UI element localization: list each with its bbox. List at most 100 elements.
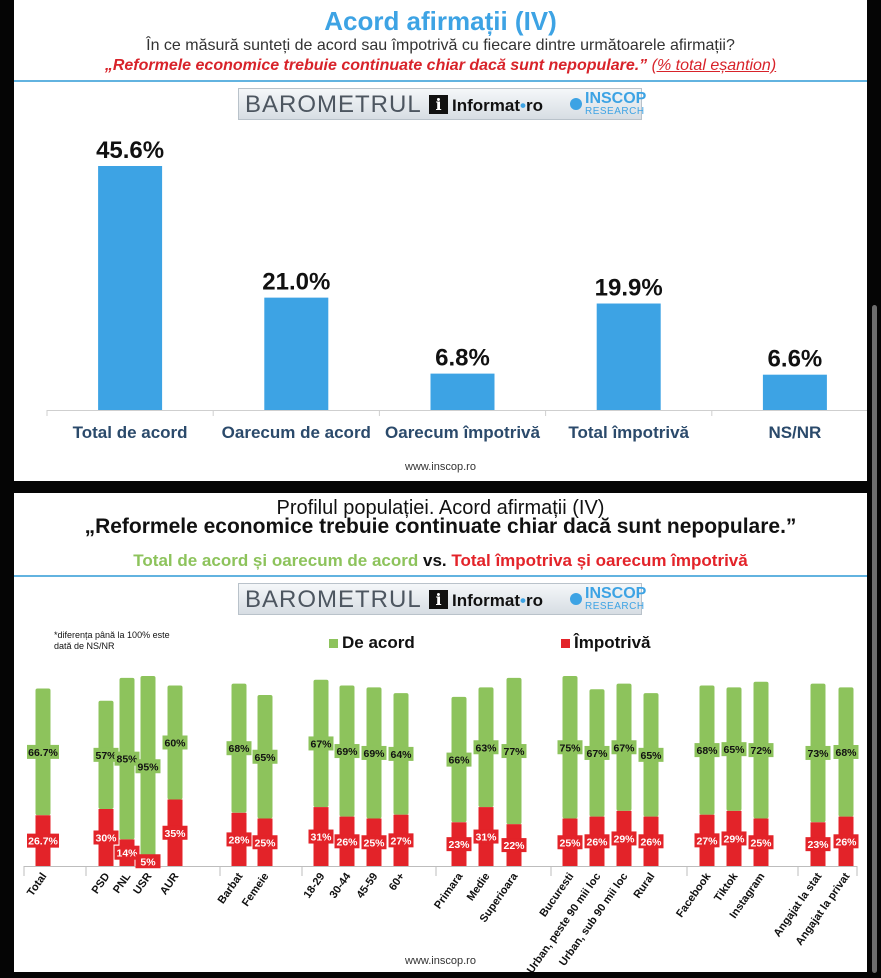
footer-url: www.inscop.ro	[405, 955, 476, 967]
agree-label-7-0: 73%	[807, 748, 829, 760]
against-label-3-1-bg	[334, 834, 360, 849]
bar-value-label-0: 45.6%	[96, 137, 164, 164]
against-label-3-2: 25%	[363, 837, 385, 849]
category-label-6-1: Tiktok	[712, 870, 741, 904]
agree-label-5-3: 65%	[640, 750, 662, 762]
agree-label-4-2: 77%	[503, 746, 525, 758]
comparison-agree: Total de acord și oarecum de acord	[133, 551, 419, 570]
agree-label-3-3-bg	[388, 746, 414, 761]
agree-label-5-1-bg	[584, 745, 610, 760]
informat-wordmark: Informat•ro	[452, 591, 543, 610]
agree-label-2-0-bg	[226, 741, 252, 756]
bar-0	[98, 166, 163, 410]
agree-label-4-0-bg	[446, 752, 472, 767]
informat-icon: i	[429, 590, 448, 609]
profile-chart-panel: Profilul populației. Acord afirmații (IV…	[14, 493, 867, 972]
against-label-1-0-bg	[93, 830, 119, 845]
category-label-3-1: 30-44	[327, 870, 353, 901]
agree-label-5-0-bg	[557, 740, 583, 755]
barometrul-logo: BAROMETRUL i Informat•ro INSCOP RESEARCH	[238, 583, 646, 615]
profile-comparison: Total de acord și oarecum de acord vs. T…	[14, 551, 867, 571]
category-label-5-3: Rural	[631, 871, 657, 901]
against-label-2-0: 28%	[228, 834, 250, 846]
profile-statement: „Reformele economice trebuie continuate …	[84, 515, 797, 538]
agree-label-5-2: 67%	[613, 742, 635, 754]
against-label-4-1-bg	[473, 829, 499, 844]
category-label-0-0: Total	[25, 871, 49, 899]
against-label-2-1: 25%	[254, 837, 276, 849]
comparison-vs: vs.	[423, 551, 447, 570]
agree-label-1-0-bg	[93, 747, 119, 762]
agree-label-6-2-bg	[748, 743, 774, 758]
nsnr-footnote: *diferența până la 100% este dată de NS/…	[54, 630, 170, 651]
agree-label-1-2-bg	[135, 759, 161, 774]
against-label-1-1: 14%	[116, 848, 138, 860]
against-label-4-1: 31%	[475, 832, 497, 844]
against-label-3-0-bg	[308, 829, 334, 844]
category-label-6-0: Facebook	[674, 870, 714, 920]
agree-label-7-0-bg	[805, 745, 831, 760]
bar-value-label-1: 21.0%	[262, 269, 330, 296]
agree-label-3-2: 69%	[363, 748, 385, 760]
against-label-6-0-bg	[694, 833, 720, 848]
agree-label-3-0: 67%	[310, 738, 332, 750]
agree-label-6-0-bg	[694, 743, 720, 758]
category-label-1-2: USR	[131, 871, 154, 897]
legend-agree-label: De acord	[342, 633, 415, 652]
category-label-4-1: Medie	[465, 871, 493, 903]
comparison-against: Total împotriva și oarecum împotrivă	[451, 551, 748, 570]
inscop-wordmark: INSCOP	[585, 90, 647, 107]
against-label-2-0-bg	[226, 832, 252, 847]
against-label-7-1-bg	[833, 834, 859, 849]
category-label-1: Oarecum de acord	[222, 423, 371, 442]
bar-2	[430, 373, 495, 410]
sample-note: (% total eșantion)	[651, 57, 777, 74]
agree-label-1-3: 60%	[164, 738, 186, 750]
category-label-2-1: Femeie	[240, 871, 272, 909]
category-label-3-2: 45-59	[354, 871, 380, 901]
bar-value-label-3: 19.9%	[595, 275, 663, 302]
against-label-5-3-bg	[638, 834, 664, 849]
profile-separator	[14, 575, 867, 577]
agree-label-4-2-bg	[501, 744, 527, 759]
page-scrollbar[interactable]	[872, 305, 877, 973]
header-separator	[14, 80, 867, 82]
category-label-4: NS/NR	[768, 423, 821, 442]
summary-chart-panel: Acord afirmații (IV) În ce măsură sunteț…	[14, 0, 867, 481]
agree-label-1-2: 95%	[137, 761, 159, 773]
agree-label-3-1-bg	[334, 744, 360, 759]
agree-label-1-3-bg	[162, 735, 188, 750]
against-label-5-1: 26%	[586, 836, 608, 848]
agree-label-0-0-bg	[27, 744, 59, 759]
summary-bar-chart: 45.6% Total de acord 21.0% Oarecum de acord…	[46, 137, 867, 442]
against-label-6-1: 29%	[723, 833, 745, 845]
legend-agree-swatch	[329, 639, 338, 648]
category-label-2: Oarecum împotrivă	[385, 423, 540, 442]
against-label-1-3-bg	[162, 825, 188, 840]
agree-label-4-1-bg	[473, 740, 499, 755]
against-label-1-2: 5%	[140, 856, 156, 868]
against-label-6-0: 27%	[696, 835, 718, 847]
legend-against-swatch	[561, 639, 570, 648]
bar-3	[596, 303, 661, 410]
profile-stacked-chart: 66.7% 26.7% Total 57% 30% PSD 85% 14% PNL 95% 5% US…	[23, 676, 859, 972]
inscop-wordmark: INSCOP	[585, 585, 647, 602]
statement-text: „Reformele economice trebuie continuate …	[104, 57, 648, 74]
informat-icon: i	[429, 95, 448, 114]
informat-wordmark: Informat•ro	[452, 96, 543, 115]
category-label-3-3: 60+	[387, 871, 408, 893]
agree-label-6-0: 68%	[696, 745, 718, 757]
against-label-1-2-bg	[135, 854, 161, 869]
against-label-1-0: 30%	[95, 833, 117, 845]
bar-value-label-2: 6.8%	[435, 345, 490, 372]
against-label-3-3-bg	[388, 833, 414, 848]
against-label-2-1-bg	[252, 835, 278, 850]
bar-value-label-4: 6.6%	[768, 346, 823, 373]
agree-label-2-1-bg	[252, 749, 278, 764]
agree-label-0-0: 66.7%	[28, 747, 58, 759]
agree-label-5-3-bg	[638, 747, 664, 762]
legend-against-label: Împotrivă	[574, 633, 651, 652]
agree-label-1-1: 85%	[116, 754, 138, 766]
inscop-dot-icon	[570, 98, 582, 110]
against-label-0-0: 26.7%	[28, 836, 58, 848]
